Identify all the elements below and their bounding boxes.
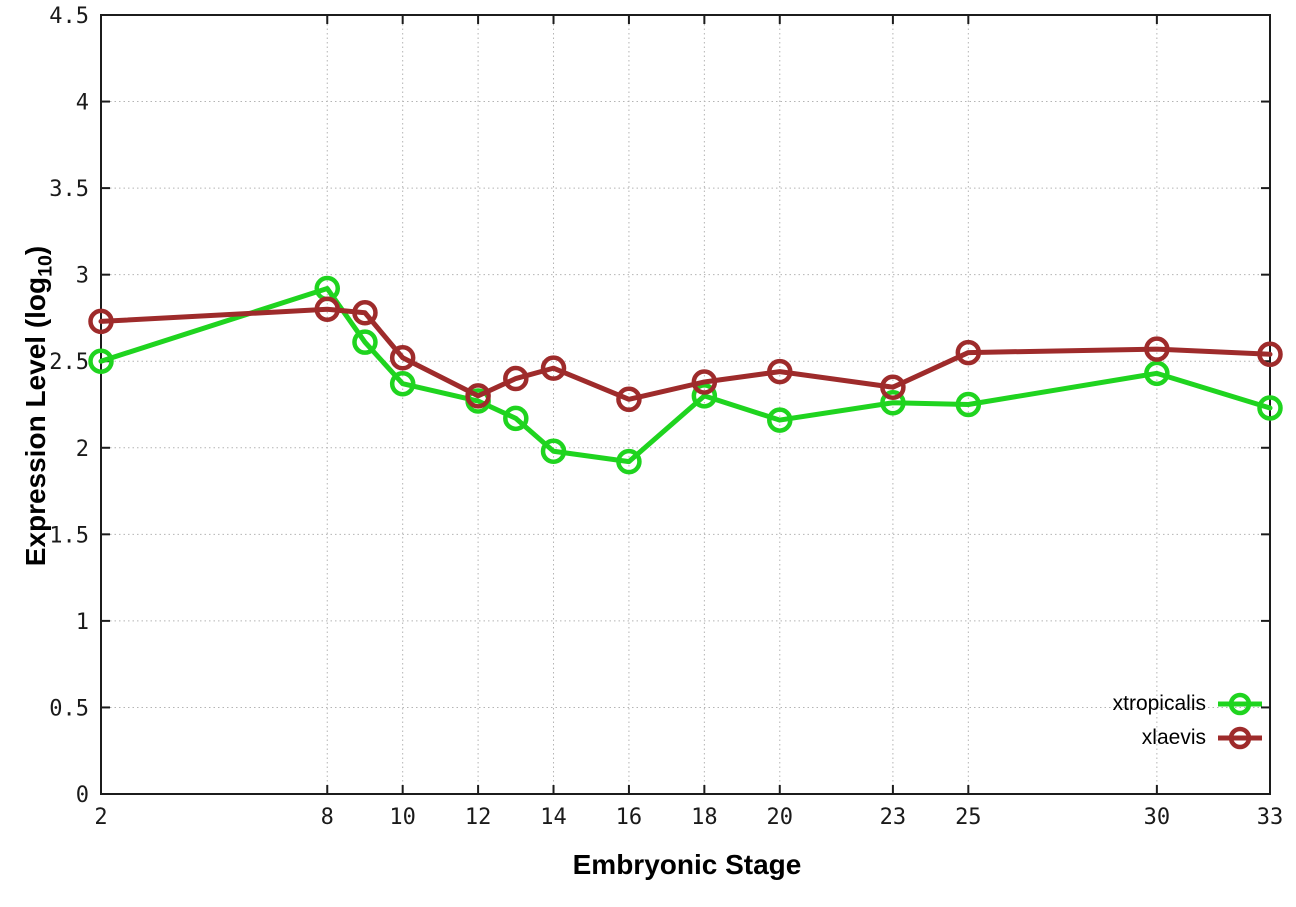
- x-tick-label-14: 14: [540, 805, 567, 830]
- data-point-xlaevis-13: [503, 365, 529, 392]
- data-point-xlaevis-2: [88, 308, 114, 335]
- y-tick-label-4: 4: [76, 91, 89, 116]
- y-axis-title-subscript: 10: [34, 255, 57, 277]
- data-point-xtropicalis-13: [503, 405, 529, 432]
- legend-row-xtropicalis: xtropicalis: [1113, 687, 1263, 721]
- data-point-xlaevis-10: [389, 345, 416, 371]
- y-axis-title: Expression Level (log10): [20, 196, 57, 616]
- data-point-xtropicalis-2: [88, 348, 114, 374]
- plot-border: [100, 14, 1271, 795]
- data-point-xtropicalis-20: [767, 407, 793, 433]
- data-point-xtropicalis-18: [691, 383, 718, 409]
- data-point-xtropicalis-16: [616, 448, 642, 475]
- x-tick-label-18: 18: [691, 805, 718, 830]
- legend-label-xlaevis: xlaevis: [1141, 726, 1206, 749]
- y-axis-title-close: ): [20, 245, 51, 256]
- x-tick-label-2: 2: [94, 805, 107, 830]
- x-tick-label-30: 30: [1144, 805, 1171, 830]
- legend-row-xlaevis: xlaevis: [1113, 721, 1263, 755]
- data-point-xlaevis-33: [1257, 341, 1283, 368]
- legend-marker-xlaevis: [1228, 726, 1252, 750]
- y-tick-label-1: 1: [76, 610, 89, 635]
- data-point-xtropicalis-9: [352, 329, 378, 355]
- data-point-xlaevis-16: [616, 386, 642, 413]
- data-point-xlaevis-23: [880, 374, 906, 400]
- data-point-xtropicalis-25: [955, 391, 982, 418]
- data-point-xlaevis-12: [465, 383, 491, 409]
- data-point-xlaevis-14: [540, 355, 567, 381]
- data-point-xtropicalis-14: [540, 438, 567, 464]
- x-tick-label-8: 8: [321, 805, 334, 830]
- y-tick-label-1.5: 1.5: [49, 523, 89, 548]
- y-tick-label-3: 3: [76, 264, 89, 289]
- data-point-xtropicalis-33: [1257, 395, 1283, 421]
- x-tick-label-16: 16: [616, 805, 643, 830]
- x-tick-label-20: 20: [767, 805, 794, 830]
- x-tick-label-25: 25: [955, 805, 982, 830]
- x-axis-title: Embryonic Stage: [572, 849, 802, 880]
- y-tick-label-3.5: 3.5: [49, 177, 89, 202]
- data-point-xtropicalis-10: [389, 370, 416, 397]
- y-tick-label-4.5: 4.5: [49, 4, 89, 29]
- legend-label-xtropicalis: xtropicalis: [1112, 692, 1206, 715]
- y-tick-label-0: 0: [76, 783, 89, 808]
- data-point-xlaevis-9: [352, 300, 378, 326]
- legend-sample-xlaevis: [1218, 726, 1262, 750]
- y-tick-label-2: 2: [76, 437, 89, 462]
- data-point-xlaevis-8: [314, 296, 341, 323]
- data-point-xlaevis-25: [955, 339, 982, 366]
- legend: xtropicalis xlaevis: [1113, 687, 1263, 755]
- data-point-xlaevis-18: [691, 369, 718, 395]
- data-point-xtropicalis-23: [880, 390, 906, 416]
- x-tick-label-10: 10: [389, 805, 416, 830]
- legend-sample-xtropicalis: [1218, 692, 1262, 716]
- x-tick-label-23: 23: [880, 805, 907, 830]
- data-point-xlaevis-30: [1144, 336, 1170, 362]
- data-point-xtropicalis-30: [1144, 360, 1170, 387]
- x-tick-label-33: 33: [1257, 805, 1284, 830]
- y-tick-label-0.5: 0.5: [49, 696, 89, 721]
- x-tick-label-12: 12: [465, 805, 492, 830]
- legend-marker-xtropicalis: [1228, 692, 1252, 716]
- data-point-xlaevis-20: [767, 358, 793, 385]
- y-axis-title-text: Expression Level (log: [20, 276, 51, 567]
- y-tick-label-2.5: 2.5: [49, 350, 89, 375]
